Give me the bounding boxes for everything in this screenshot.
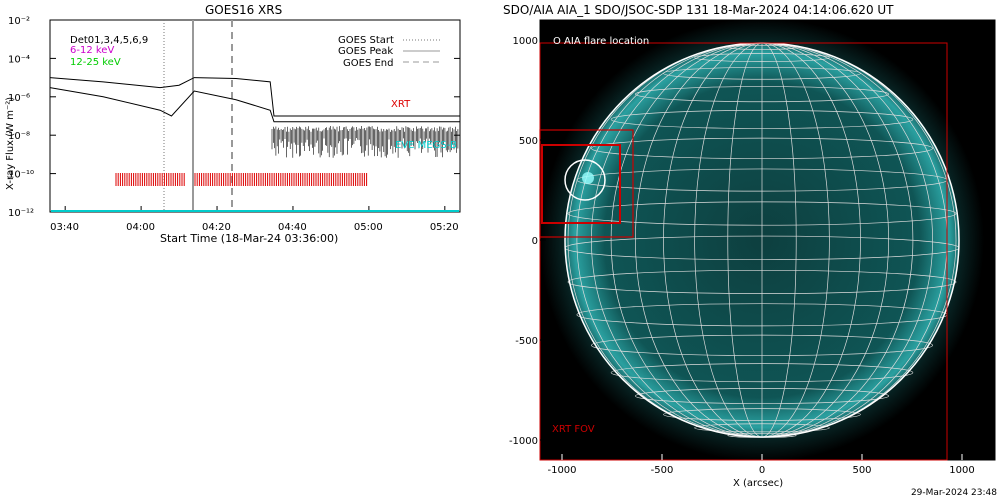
longitude-line	[761, 42, 889, 438]
aia-y-tick-label: 1000	[513, 36, 538, 47]
goes-x-tick-label: 03:40	[50, 222, 79, 233]
aia-x-ticks: -1000 -500 0 500 1000	[547, 454, 975, 476]
goes-xrs-panel: GOES16 XRS X-ray Flux (W m⁻²) 10⁻² 10⁻⁴ 10…	[0, 0, 480, 270]
goes-x-tick-label: 05:00	[354, 222, 383, 233]
flare-location-marker	[564, 159, 606, 201]
goes-x-tick-label: 04:20	[202, 222, 231, 233]
longitude-line	[610, 42, 763, 438]
aia-y-tick-label: -500	[515, 336, 538, 347]
legend-end-label: GOES End	[343, 58, 393, 69]
footer-timestamp: 29-Mar-2024 23:48	[910, 488, 997, 498]
aia-title: SDO/AIA AIA_1 SDO/JSOC-SDP 131 18-Mar-20…	[503, 3, 894, 17]
xrt-fov-box-inner	[541, 144, 621, 224]
aia-y-tick-label: 500	[519, 136, 538, 147]
channel-label: Det01,3,4,5,6,9	[70, 35, 148, 46]
goes-y-tick-label: 10⁻¹²	[8, 208, 34, 219]
xrt-fov-label: XRT FOV	[552, 424, 595, 435]
goes-y-ticks: 10⁻² 10⁻⁴ 10⁻⁶ 10⁻⁸ 10⁻¹⁰ 10⁻¹²	[8, 16, 460, 219]
aia-x-tick-label: -500	[651, 465, 674, 476]
aia-y-tick-label: 0	[532, 236, 538, 247]
goes-y-tick-label: 10⁻⁴	[8, 54, 30, 65]
band1-label: 6-12 keV	[70, 45, 114, 56]
goes-xlabel: Start Time (18-Mar-24 03:36:00)	[160, 232, 338, 245]
flare-location-label: O AIA flare location	[553, 36, 649, 47]
aia-x-tick-label: 1000	[949, 465, 974, 476]
legend-peak-label: GOES Peak	[338, 46, 393, 57]
aia-x-tick-label: 0	[759, 465, 765, 476]
longitude-line	[761, 42, 914, 438]
xrt-label: XRT	[391, 99, 411, 110]
longitude-line	[761, 42, 933, 438]
legend-start-label: GOES Start	[338, 35, 394, 46]
flare-bright-spot	[582, 172, 594, 184]
goes-y-tick-label: 10⁻⁶	[8, 93, 30, 104]
aia-y-ticks: 1000 500 0 -500 -1000	[509, 36, 546, 447]
aia-x-tick-label: -1000	[547, 465, 576, 476]
aia-x-tick-label: 500	[852, 465, 871, 476]
goes-y-tick-label: 10⁻⁸	[8, 131, 30, 142]
goes-ylabel: X-ray Flux (W m⁻²)	[5, 97, 16, 190]
goes-y-tick-label: 10⁻¹⁰	[8, 170, 34, 181]
longitude-line	[635, 42, 763, 438]
longitude-line	[761, 42, 797, 438]
aia-image-panel: SDO/AIA AIA_1 SDO/JSOC-SDP 131 18-Mar-20…	[480, 0, 1000, 500]
longitude-line	[663, 42, 763, 438]
xrt-fov-large	[539, 42, 948, 461]
longitude-line	[591, 42, 763, 438]
goes-y-tick-label: 10⁻²	[8, 16, 30, 27]
goes-noise-band	[271, 126, 459, 158]
band2-label: 12-25 keV	[70, 57, 121, 68]
aia-y-tick-label: -1000	[509, 436, 538, 447]
goes-lightcurve-chart: X-ray Flux (W m⁻²) 10⁻² 10⁻⁴ 10⁻⁶ 10⁻⁸ 10⁻¹⁰…	[5, 16, 461, 245]
goes-title: GOES16 XRS	[205, 3, 283, 17]
aia-xlabel: X (arcsec)	[733, 478, 783, 489]
xrt-fov-box-outer	[539, 129, 634, 238]
goes-curve-12-25kev	[49, 87, 460, 123]
longitude-line	[761, 42, 861, 438]
goes-x-tick-label: 05:20	[430, 222, 459, 233]
longitude-line	[761, 42, 830, 438]
longitude-line	[576, 42, 763, 438]
longitude-line	[694, 42, 763, 438]
aia-solar-image: O AIA flare location XRT FOV 1000 500 0 -50…	[509, 19, 996, 489]
longitude-line	[727, 42, 763, 438]
goes-x-tick-label: 04:40	[278, 222, 307, 233]
goes-curve-6-12kev	[49, 77, 460, 117]
eve-label: EVE MEGS-B	[395, 140, 457, 151]
xrt-observation-marks	[115, 173, 368, 186]
goes-x-tick-label: 04:00	[126, 222, 155, 233]
